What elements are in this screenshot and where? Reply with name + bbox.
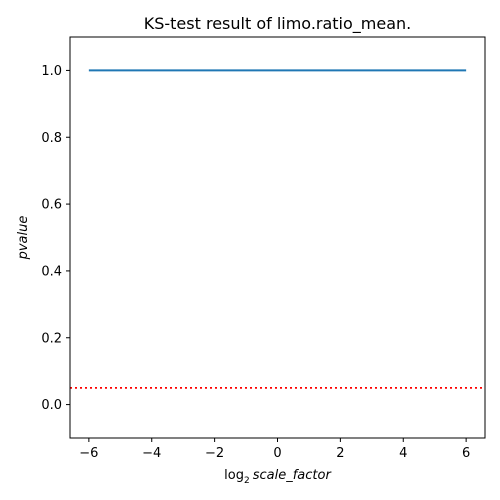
- x-tick-label: −2: [205, 446, 224, 461]
- y-tick-label: 0.6: [41, 198, 62, 213]
- y-tick-label: 0.4: [41, 264, 62, 279]
- x-tick-label: 4: [399, 446, 407, 461]
- x-axis-label-variable: scale_factor: [253, 468, 333, 483]
- x-tick-label: 6: [462, 446, 470, 461]
- y-tick-label: 0.2: [41, 331, 62, 346]
- y-axis-label-text: pvalue: [16, 216, 31, 261]
- x-axis-label-base: 2: [244, 476, 250, 486]
- x-axis-label-log: log: [224, 468, 244, 483]
- y-tick-label: 1.0: [41, 64, 62, 79]
- x-tick-label: 0: [273, 446, 281, 461]
- x-tick-label: 2: [336, 446, 344, 461]
- x-tick-label: −6: [79, 446, 98, 461]
- y-tick-label: 0.8: [41, 131, 62, 146]
- y-tick-label: 0.0: [41, 398, 62, 413]
- chart-title: KS-test result of limo.ratio_mean.: [144, 14, 412, 34]
- y-axis-label: pvalue: [16, 216, 31, 261]
- x-tick-label: −4: [142, 446, 161, 461]
